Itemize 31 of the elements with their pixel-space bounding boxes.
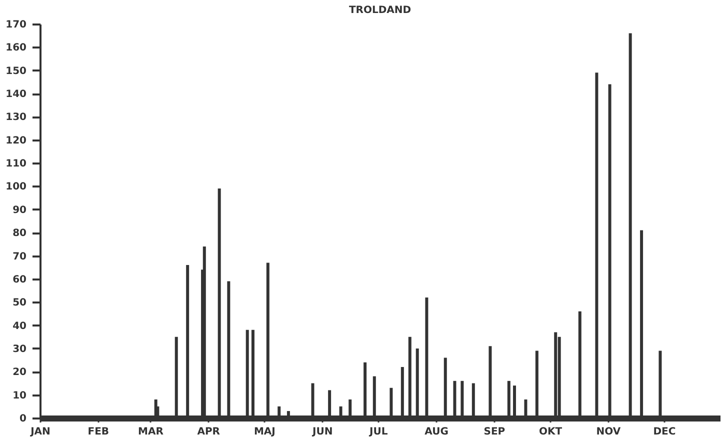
y-tick-label: 90 bbox=[12, 204, 27, 216]
y-tick-label: 60 bbox=[12, 274, 27, 286]
x-tick-label: JUL bbox=[368, 426, 388, 438]
chart-title: TROLDAND bbox=[348, 5, 412, 16]
y-tick-label: 40 bbox=[12, 320, 27, 332]
y-tick-label: 70 bbox=[12, 251, 27, 262]
y-tick-label: 20 bbox=[12, 367, 27, 378]
y-tick-label: 50 bbox=[12, 298, 27, 309]
x-tick-label: AUG bbox=[424, 426, 448, 438]
x-tick-label: JUN bbox=[311, 426, 333, 438]
y-tick-label: 110 bbox=[6, 158, 27, 170]
y-tick-label: 30 bbox=[12, 344, 27, 355]
y-tick-label: 80 bbox=[12, 228, 27, 240]
y-tick-label: 170 bbox=[6, 20, 27, 30]
y-tick-label: 160 bbox=[6, 42, 27, 54]
x-tick-label: JAN bbox=[30, 426, 50, 438]
x-tick-label: MAR bbox=[138, 426, 164, 438]
x-tick-label: APR bbox=[197, 426, 220, 438]
x-tick-label: OKT bbox=[538, 426, 562, 438]
y-tick-label: 120 bbox=[6, 135, 27, 146]
x-tick-label: FEB bbox=[88, 426, 110, 438]
y-tick-label: 150 bbox=[6, 66, 27, 77]
y-tick-label: 140 bbox=[6, 89, 27, 100]
y-tick-label: 0 bbox=[20, 414, 27, 424]
y-tick-label: 100 bbox=[6, 182, 27, 193]
x-tick-label: DEC bbox=[653, 426, 676, 438]
y-tick-label: 10 bbox=[12, 390, 27, 402]
x-tick-label: MAJ bbox=[254, 426, 276, 438]
x-tick-label: NOV bbox=[596, 426, 621, 438]
x-tick-label: SEP bbox=[484, 426, 506, 438]
y-tick-label: 130 bbox=[6, 112, 27, 124]
